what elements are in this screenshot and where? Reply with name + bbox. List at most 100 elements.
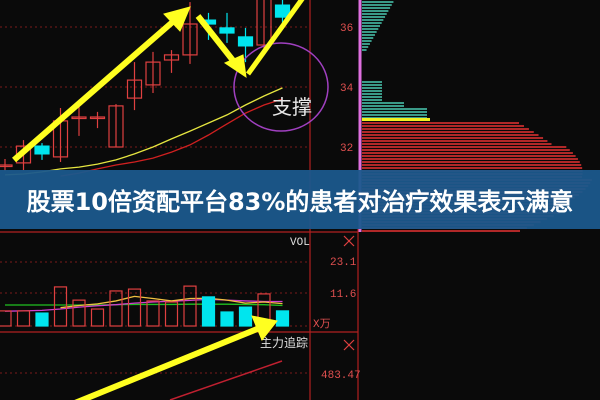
- profile-bar: [362, 25, 380, 27]
- trend-arrows: [12, 0, 305, 400]
- volume-ma-magenta-line: [4, 298, 283, 312]
- down-arrow-shaft: [195, 14, 238, 65]
- tracking-line: [169, 360, 283, 400]
- volume-bar: [0, 310, 12, 327]
- profile-bar: [362, 155, 576, 157]
- volume-unit: X万: [313, 318, 331, 331]
- candle-body: [163, 54, 180, 61]
- price-axis: 36 34 32: [340, 23, 354, 155]
- candle: [274, 0, 291, 25]
- volume-bars: [0, 285, 290, 327]
- candle-body: [145, 61, 161, 86]
- candle-body: [89, 116, 106, 120]
- candle-body: [182, 23, 198, 56]
- candle-body: [256, 0, 272, 46]
- candle-body: [219, 27, 235, 34]
- profile-bar: [362, 149, 570, 151]
- profile-bar: [362, 96, 382, 98]
- profile-bar: [362, 93, 382, 95]
- volume-bar: [164, 301, 179, 327]
- profile-bar: [362, 90, 382, 92]
- candle-body: [108, 105, 124, 148]
- volume-bar: [201, 296, 216, 327]
- profile-bar: [362, 84, 382, 86]
- profile-bar: [362, 111, 427, 113]
- y-tick-label: 34: [340, 83, 354, 95]
- candle: [71, 107, 87, 136]
- profile-bar: [362, 125, 524, 127]
- candle: [237, 27, 254, 63]
- annotations: 支撑 主力追踪: [12, 0, 329, 400]
- profile-bar: [362, 7, 391, 9]
- candle-body: [71, 116, 87, 120]
- profile-bar: [362, 152, 573, 154]
- candle-body: [274, 4, 291, 18]
- profile-bar: [362, 4, 392, 6]
- profile-bar: [362, 230, 520, 232]
- profile-bar: [362, 128, 529, 130]
- volume-bar: [16, 310, 31, 327]
- candle-body: [34, 145, 50, 155]
- candle: [89, 111, 106, 129]
- profile-bar: [362, 1, 394, 3]
- volume-bar: [35, 312, 49, 327]
- profile-bar: [362, 49, 367, 51]
- profile-bar: [362, 105, 404, 107]
- candle: [126, 62, 143, 111]
- volume-arrow-shaft: [74, 324, 264, 400]
- candlesticks: [0, 0, 291, 171]
- profile-bar: [362, 16, 386, 18]
- profile-bar: [362, 137, 544, 139]
- profile-bar: [362, 108, 427, 110]
- candle-body: [126, 79, 143, 99]
- candle: [0, 159, 13, 171]
- up-arrow-shaft: [12, 16, 178, 163]
- profile-bar: [362, 40, 372, 42]
- profile-bar-current: [362, 118, 430, 121]
- profile-bar: [362, 19, 384, 21]
- profile-bar: [362, 102, 404, 104]
- y-tick-label: 36: [340, 23, 353, 35]
- candle-body: [0, 164, 13, 168]
- y-tick-label: 11.6: [330, 289, 356, 301]
- profile-bar: [362, 134, 539, 136]
- volume-ma-green-line: [5, 303, 283, 307]
- profile-bar: [362, 122, 519, 124]
- candle: [34, 143, 50, 160]
- profile-bar: [362, 31, 377, 33]
- profile-bar: [362, 28, 379, 30]
- support-label: 支撑: [272, 95, 312, 119]
- tracking-label: 主力追踪: [260, 335, 308, 350]
- profile-bar: [362, 164, 582, 166]
- profile-bar: [362, 81, 382, 83]
- profile-bar: [362, 143, 552, 145]
- support-circle: [233, 42, 329, 132]
- candle: [219, 12, 235, 43]
- profile-bar: [362, 34, 375, 36]
- close-panel-icon[interactable]: [343, 339, 355, 351]
- y-tick-label: 32: [340, 143, 353, 155]
- profile-bar: [362, 22, 382, 24]
- profile-bar: [362, 167, 583, 169]
- profile-bar: [362, 140, 548, 142]
- candle: [163, 50, 180, 73]
- down-arrow-head: [223, 54, 247, 79]
- volume-bar: [90, 308, 105, 327]
- volume-ma-orange-line: [60, 295, 283, 309]
- volume-arrow-head: [251, 315, 278, 341]
- up-arrow-head: [163, 6, 191, 32]
- volume-bar: [109, 290, 123, 327]
- profile-bar: [362, 10, 389, 12]
- volume-bar: [238, 306, 253, 327]
- volume-bar: [183, 285, 197, 327]
- profile-bar: [362, 131, 534, 133]
- volume-bar: [275, 310, 290, 327]
- profile-bar: [362, 158, 578, 160]
- volume-bar: [72, 299, 86, 327]
- close-panel-icon[interactable]: [343, 235, 355, 247]
- profile-bar: [362, 43, 370, 45]
- rebound-arrow: [245, 0, 305, 76]
- profile-bar: [362, 87, 382, 89]
- volume-bar: [146, 300, 160, 327]
